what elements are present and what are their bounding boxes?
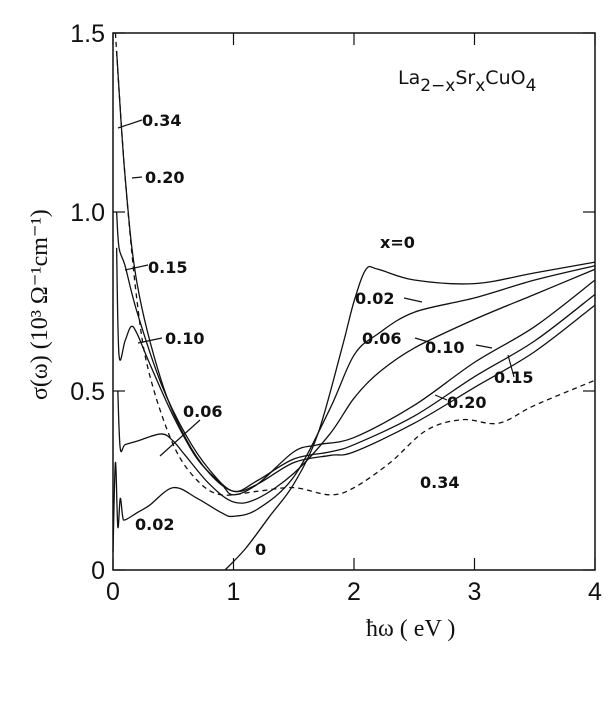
axis-ticks: 0 1 2 3 400.51.01.5 bbox=[70, 20, 602, 606]
series-line-010 bbox=[115, 247, 596, 496]
series-line-x0 bbox=[224, 261, 596, 571]
label-leader-arrow bbox=[159, 419, 201, 457]
series-label: 0.06 bbox=[362, 329, 401, 348]
compound-annotation: La2−xSrxCuO4 bbox=[398, 67, 536, 96]
label-leader-arrow bbox=[137, 337, 163, 344]
series-label: 0.34 bbox=[142, 111, 181, 130]
label-leader-arrow bbox=[434, 394, 448, 401]
x-tick-label: 2 bbox=[347, 578, 361, 606]
label-leader-arrow bbox=[124, 264, 149, 271]
series-line-020 bbox=[115, 50, 596, 493]
label-leader-arrow bbox=[507, 354, 515, 378]
series-label: 0.20 bbox=[145, 168, 184, 187]
series-label: 0 bbox=[255, 540, 266, 559]
x-tick-label: 0 bbox=[106, 578, 120, 606]
series-labels: x=0 0 0.02 0.02 0.06 0.06 0.10 0.10 0.15 0.15 0.20… bbox=[117, 111, 533, 559]
label-leader-arrow bbox=[403, 297, 423, 303]
x-tick-label: 1 bbox=[227, 578, 241, 606]
series-line-015 bbox=[115, 211, 596, 493]
series-line-006 bbox=[117, 268, 596, 504]
series-curves bbox=[112, 32, 596, 571]
label-leader-arrow bbox=[414, 337, 433, 344]
label-leader-arrow bbox=[117, 119, 143, 129]
series-label: 0.15 bbox=[494, 368, 533, 387]
series-label: 0.20 bbox=[447, 393, 486, 412]
x-axis-label: ħω ( eV ) bbox=[366, 616, 455, 642]
y-tick-label: 0.5 bbox=[70, 378, 105, 406]
series-label: 0.15 bbox=[148, 258, 187, 277]
x-tick-label: 4 bbox=[588, 578, 602, 606]
x-tick-label: 3 bbox=[468, 578, 482, 606]
series-label: 0.02 bbox=[135, 515, 174, 534]
series-label: 0.02 bbox=[355, 289, 394, 308]
series-label: 0.06 bbox=[183, 402, 222, 421]
series-line-002 bbox=[112, 265, 596, 553]
y-tick-label: 1.0 bbox=[70, 199, 105, 227]
label-leader-arrow bbox=[475, 344, 493, 349]
y-tick-label: 1.5 bbox=[70, 20, 105, 48]
series-label: 0.10 bbox=[165, 329, 204, 348]
series-label: x=0 bbox=[380, 233, 415, 252]
label-leader-arrow bbox=[131, 176, 143, 179]
y-axis-label: σ(ω) (10³ Ω⁻¹cm⁻¹) bbox=[27, 209, 53, 400]
series-label: 0.10 bbox=[425, 338, 464, 357]
series-label: 0.34 bbox=[420, 473, 459, 492]
y-tick-label: 0 bbox=[91, 557, 105, 585]
